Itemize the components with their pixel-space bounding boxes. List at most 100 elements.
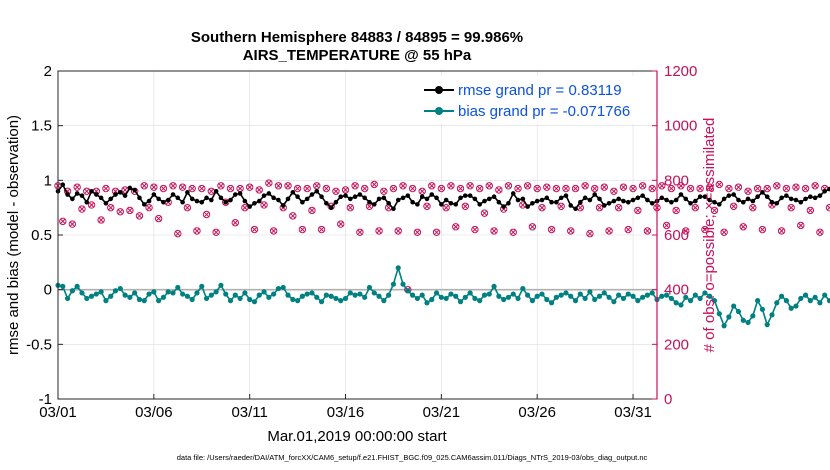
bias-point	[525, 292, 531, 298]
bias-point	[587, 289, 593, 295]
obs-point	[456, 184, 465, 193]
bias-point	[620, 295, 627, 302]
x-tick-label: 03/26	[518, 404, 556, 421]
obs-point	[638, 182, 647, 190]
rmse-point	[558, 195, 564, 201]
bias-point	[410, 292, 416, 298]
rmse-point	[132, 187, 137, 193]
y-right-tick-label: 600	[664, 227, 689, 244]
y-right-tick-label: 200	[664, 336, 689, 353]
y-tick-label: 2	[44, 63, 52, 80]
rmse-point	[764, 194, 770, 200]
bias-point	[376, 293, 382, 299]
bias-point	[247, 296, 253, 303]
rmse-point	[740, 199, 746, 205]
bias-point	[352, 292, 358, 298]
obs-point	[672, 206, 680, 215]
bias-point	[333, 295, 339, 302]
rmse-point	[458, 195, 463, 201]
bias-point	[462, 294, 468, 300]
obs-point	[226, 184, 235, 193]
bias-point	[381, 298, 387, 304]
x-tick-label: 03/21	[423, 404, 461, 421]
rmse-point	[563, 193, 569, 198]
obs-point	[341, 186, 350, 194]
rmse-point	[822, 188, 828, 194]
bias-point	[103, 298, 109, 304]
bias-point	[491, 283, 497, 289]
bias-point	[151, 289, 157, 295]
bias-point	[635, 298, 641, 304]
obs-point	[797, 221, 805, 230]
rmse-point	[94, 192, 99, 197]
obs-point	[269, 227, 278, 235]
rmse-point	[697, 194, 703, 200]
bias-point	[788, 305, 794, 311]
rmse-point	[180, 199, 185, 205]
bias-point	[175, 284, 181, 291]
rmse-point	[429, 192, 435, 197]
bias-point	[304, 291, 310, 297]
bias-point	[419, 292, 425, 298]
obs-point	[557, 202, 565, 211]
rmse-point	[84, 199, 90, 205]
obs-point	[351, 182, 359, 190]
rmse-point	[314, 188, 320, 194]
rmse-point	[60, 182, 66, 188]
bias-point	[165, 289, 171, 295]
obs-point	[442, 203, 450, 212]
legend: rmse grand pr = 0.83119 bias grand pr = …	[418, 76, 652, 124]
bias-point	[309, 290, 315, 296]
bias-point	[486, 291, 492, 297]
legend-bias-marker	[435, 107, 443, 115]
rmse-point	[491, 194, 497, 200]
bias-point	[563, 290, 569, 296]
rmse-point	[750, 198, 756, 204]
rmse-point	[242, 198, 248, 204]
rmse-point	[625, 199, 631, 205]
obs-point	[725, 184, 733, 193]
y-right-axis-label: # of obs: o=possible; ×=assimilated	[701, 118, 718, 353]
rmse-point	[170, 192, 176, 197]
rmse-point	[256, 198, 262, 204]
bias-point	[84, 295, 90, 302]
legend-box	[418, 76, 652, 124]
bias-point	[529, 298, 536, 304]
bias-point	[146, 291, 152, 297]
rmse-point	[611, 198, 617, 204]
bias-point	[88, 293, 95, 299]
y-tick-label: 1.5	[31, 118, 52, 135]
rmse-point	[352, 194, 358, 200]
rmse-point	[721, 196, 727, 202]
rmse-point	[367, 199, 372, 205]
y-tick-label: -1	[39, 391, 52, 408]
obs-point	[734, 183, 743, 191]
rmse-point	[252, 200, 257, 206]
obs-point	[375, 227, 383, 235]
bias-point	[179, 291, 186, 297]
obs-point	[356, 228, 364, 236]
bias-point	[405, 288, 411, 294]
bias-point	[572, 298, 579, 304]
obs-point	[825, 203, 830, 212]
bias-point	[472, 295, 478, 302]
rmse-point	[223, 199, 229, 205]
bias-point	[515, 295, 521, 302]
bias-point	[213, 289, 219, 295]
bias-point	[817, 300, 823, 306]
y-right-tick-label: 1000	[664, 118, 697, 135]
y-tick-label: 0.5	[31, 227, 52, 244]
bias-point	[261, 289, 267, 295]
obs-point	[428, 182, 436, 190]
bias-point	[453, 293, 459, 299]
rmse-point	[760, 190, 765, 195]
x-tick-label: 03/01	[39, 404, 77, 421]
bias-point	[199, 283, 205, 289]
obs-point	[806, 206, 815, 215]
obs-point	[619, 183, 628, 191]
legend-rmse-label: rmse grand pr = 0.83119	[458, 82, 622, 99]
obs-point	[691, 203, 700, 212]
y-right-tick-label: 1200	[664, 63, 697, 80]
rmse-point	[271, 195, 276, 201]
bias-point	[342, 295, 349, 302]
